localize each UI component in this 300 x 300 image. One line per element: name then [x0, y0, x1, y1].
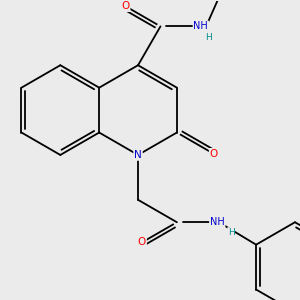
Text: O: O — [122, 1, 130, 11]
Text: H: H — [205, 33, 212, 42]
Text: NH: NH — [194, 21, 208, 32]
Text: H: H — [228, 228, 235, 237]
Text: O: O — [210, 149, 218, 159]
Text: O: O — [138, 237, 146, 248]
Text: NH: NH — [210, 217, 225, 227]
Text: N: N — [134, 150, 142, 160]
